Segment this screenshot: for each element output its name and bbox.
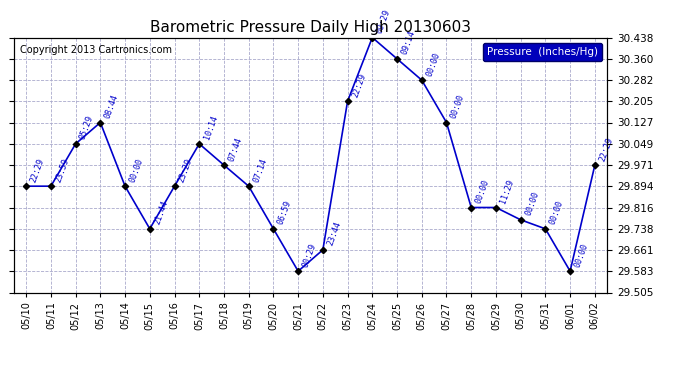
Point [293, 268, 304, 274]
Point [194, 141, 205, 147]
Text: 00:00: 00:00 [524, 190, 540, 217]
Text: 00:29: 00:29 [301, 242, 318, 268]
Text: 00:00: 00:00 [573, 242, 590, 268]
Text: 08:44: 08:44 [103, 93, 120, 120]
Point [144, 226, 155, 232]
Text: 22:29: 22:29 [29, 157, 46, 183]
Legend: Pressure  (Inches/Hg): Pressure (Inches/Hg) [483, 43, 602, 61]
Point [219, 162, 230, 168]
Text: 23:44: 23:44 [326, 220, 343, 247]
Point [268, 226, 279, 232]
Text: Copyright 2013 Cartronics.com: Copyright 2013 Cartronics.com [20, 45, 172, 55]
Title: Barometric Pressure Daily High 20130603: Barometric Pressure Daily High 20130603 [150, 20, 471, 35]
Point [243, 183, 254, 189]
Point [391, 56, 402, 62]
Point [21, 183, 32, 189]
Text: 06:59: 06:59 [276, 200, 293, 226]
Point [466, 204, 477, 210]
Text: 21:44: 21:44 [152, 200, 170, 226]
Point [95, 120, 106, 126]
Text: 23:59: 23:59 [54, 157, 70, 183]
Point [342, 98, 353, 104]
Point [540, 226, 551, 232]
Point [564, 268, 575, 274]
Text: 22:29: 22:29 [351, 72, 367, 98]
Text: 00:00: 00:00 [548, 200, 565, 226]
Point [589, 162, 600, 168]
Text: 00:00: 00:00 [474, 178, 491, 205]
Point [46, 183, 57, 189]
Point [491, 204, 502, 210]
Point [119, 183, 130, 189]
Text: 00:00: 00:00 [424, 51, 442, 77]
Text: 05:29: 05:29 [79, 114, 95, 141]
Text: 09:29: 09:29 [375, 8, 392, 35]
Point [441, 120, 452, 126]
Point [317, 247, 328, 253]
Point [416, 77, 427, 83]
Text: 22:29: 22:29 [598, 136, 615, 162]
Text: 00:00: 00:00 [128, 157, 145, 183]
Text: 07:44: 07:44 [227, 136, 244, 162]
Point [515, 217, 526, 223]
Point [70, 141, 81, 147]
Text: 10:14: 10:14 [202, 114, 219, 141]
Text: 11:29: 11:29 [499, 178, 515, 205]
Text: 07:14: 07:14 [251, 157, 268, 183]
Text: 09:14: 09:14 [400, 30, 417, 56]
Point [169, 183, 180, 189]
Text: 23:29: 23:29 [177, 157, 195, 183]
Point [367, 34, 378, 40]
Text: 00:00: 00:00 [449, 93, 466, 120]
